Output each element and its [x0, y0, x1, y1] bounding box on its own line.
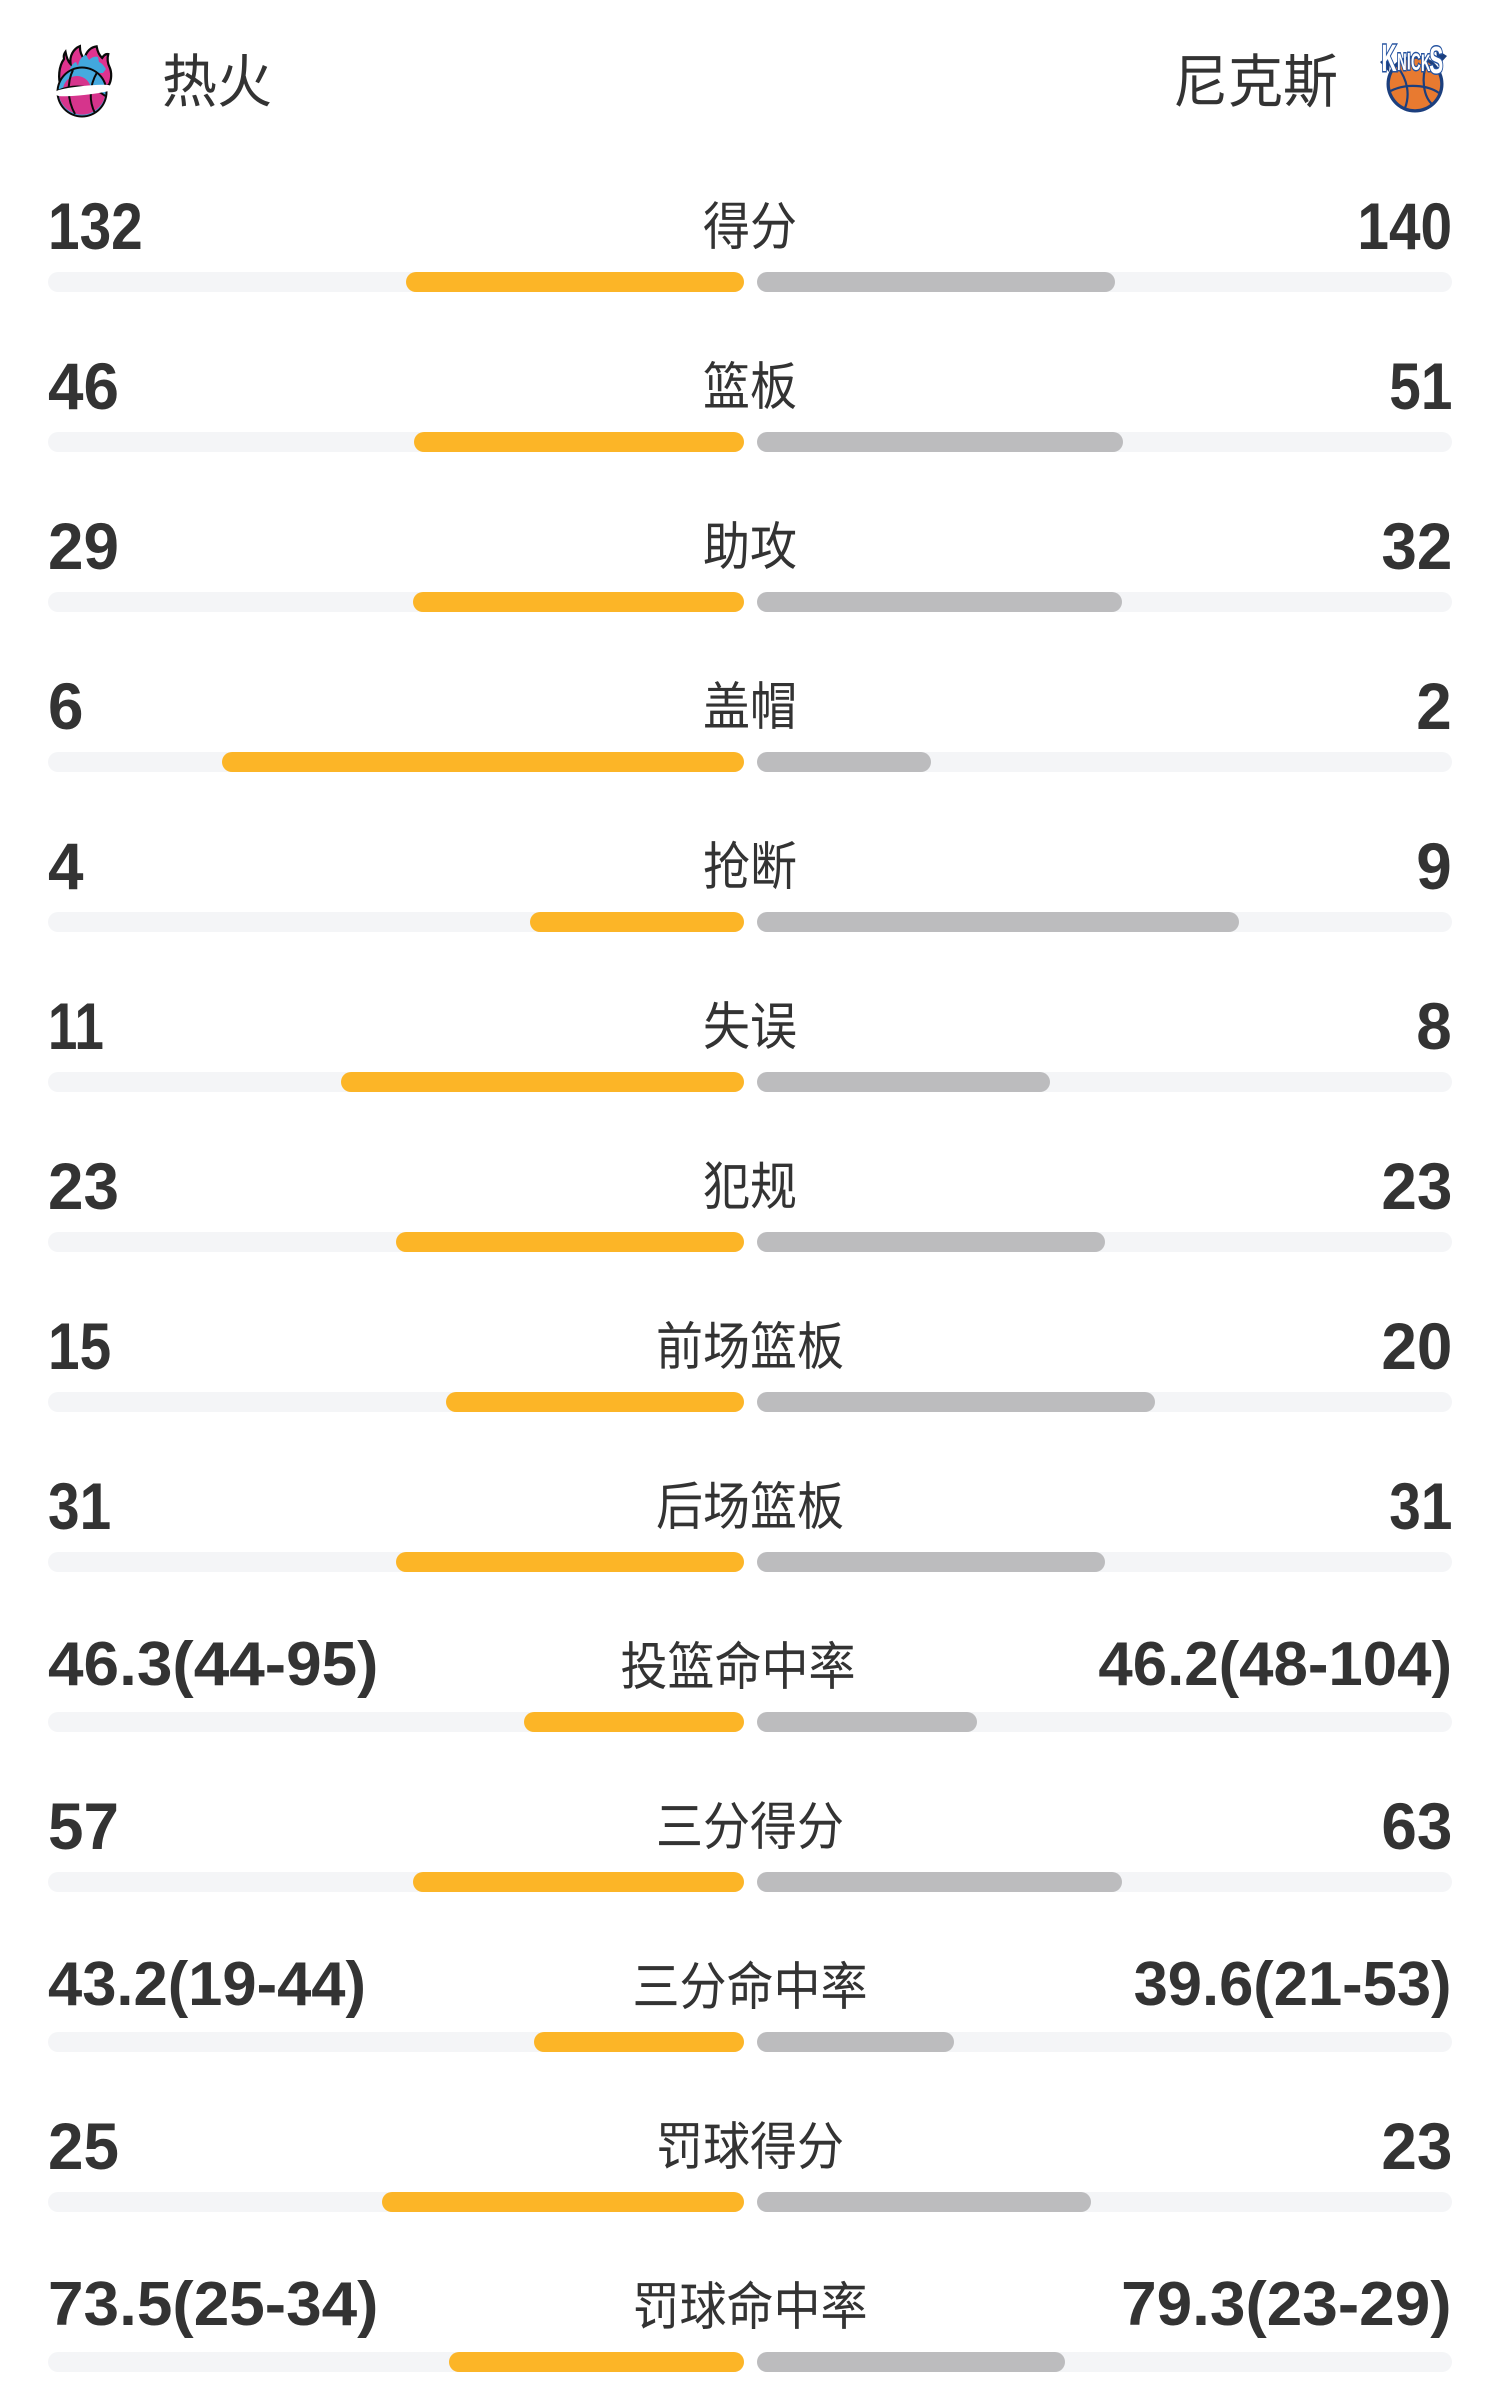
svg-text:N: N — [1397, 49, 1407, 76]
svg-text:S: S — [1429, 40, 1443, 82]
svg-text:I: I — [1407, 48, 1411, 75]
svg-text:K: K — [1381, 40, 1396, 80]
svg-text:K: K — [1421, 50, 1431, 77]
svg-text:C: C — [1411, 49, 1421, 76]
